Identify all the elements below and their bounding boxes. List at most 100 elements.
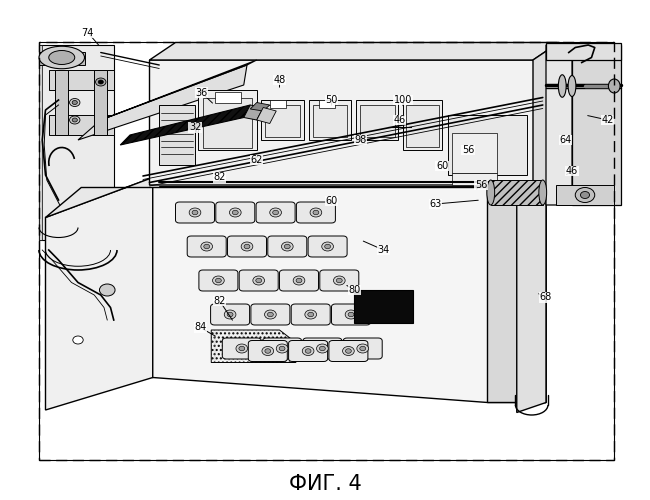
Circle shape [360, 346, 365, 351]
Ellipse shape [49, 50, 75, 64]
Circle shape [343, 346, 354, 356]
Polygon shape [55, 70, 68, 135]
Circle shape [272, 210, 278, 215]
Polygon shape [556, 185, 614, 205]
Circle shape [236, 344, 248, 353]
Bar [198, 90, 257, 150]
Ellipse shape [487, 180, 495, 205]
Polygon shape [257, 108, 276, 124]
Circle shape [317, 344, 328, 353]
Polygon shape [78, 65, 247, 140]
Bar [265, 104, 300, 137]
Circle shape [70, 98, 80, 106]
Text: 60: 60 [326, 196, 337, 206]
Circle shape [265, 349, 271, 354]
FancyBboxPatch shape [176, 202, 214, 223]
Circle shape [98, 80, 103, 84]
Circle shape [281, 242, 293, 251]
Circle shape [239, 346, 245, 351]
Polygon shape [94, 70, 107, 135]
Circle shape [192, 210, 198, 215]
Circle shape [201, 242, 213, 251]
Text: 36: 36 [196, 88, 207, 98]
Ellipse shape [539, 180, 547, 205]
Circle shape [333, 276, 345, 285]
FancyBboxPatch shape [199, 270, 238, 291]
Text: ФИГ. 4: ФИГ. 4 [289, 474, 361, 494]
Circle shape [232, 210, 239, 215]
Text: 100: 100 [394, 95, 412, 105]
Circle shape [72, 100, 77, 104]
FancyBboxPatch shape [343, 338, 382, 359]
Bar [214, 92, 240, 102]
FancyBboxPatch shape [256, 202, 295, 223]
Bar [309, 100, 351, 140]
Circle shape [337, 278, 343, 283]
Circle shape [305, 310, 317, 319]
Ellipse shape [39, 46, 84, 68]
Polygon shape [49, 70, 114, 90]
Circle shape [215, 278, 221, 283]
Bar [452, 132, 497, 172]
Polygon shape [49, 115, 114, 135]
Bar [313, 104, 347, 137]
FancyBboxPatch shape [251, 304, 290, 325]
Polygon shape [546, 45, 572, 205]
Circle shape [204, 244, 210, 249]
Circle shape [285, 244, 290, 249]
Text: 68: 68 [540, 292, 552, 302]
FancyBboxPatch shape [280, 270, 318, 291]
Text: 64: 64 [560, 135, 571, 145]
Text: 63: 63 [430, 199, 441, 209]
FancyBboxPatch shape [289, 340, 328, 361]
Circle shape [70, 116, 80, 124]
FancyBboxPatch shape [216, 202, 255, 223]
Text: 82: 82 [213, 296, 226, 306]
FancyBboxPatch shape [239, 270, 278, 291]
Text: 60: 60 [436, 161, 448, 171]
Circle shape [276, 344, 288, 353]
FancyBboxPatch shape [268, 236, 307, 257]
Polygon shape [120, 105, 250, 145]
Circle shape [213, 276, 224, 285]
FancyBboxPatch shape [332, 304, 370, 325]
FancyBboxPatch shape [308, 236, 347, 257]
Polygon shape [39, 45, 114, 240]
Circle shape [302, 346, 314, 356]
Text: 48: 48 [274, 75, 285, 85]
Bar [354, 290, 413, 322]
Polygon shape [150, 42, 559, 60]
Polygon shape [517, 188, 546, 412]
Circle shape [255, 278, 261, 283]
Polygon shape [572, 45, 621, 205]
Circle shape [241, 242, 253, 251]
Circle shape [270, 208, 281, 217]
Circle shape [322, 242, 333, 251]
FancyBboxPatch shape [248, 340, 287, 361]
Circle shape [73, 336, 83, 344]
Circle shape [72, 118, 77, 122]
Text: 42: 42 [601, 115, 614, 125]
Polygon shape [46, 178, 153, 410]
Bar [261, 100, 304, 140]
Circle shape [189, 208, 201, 217]
FancyBboxPatch shape [296, 202, 335, 223]
Circle shape [305, 349, 311, 354]
FancyBboxPatch shape [227, 236, 266, 257]
Text: 32: 32 [188, 122, 202, 132]
Circle shape [267, 312, 273, 317]
Bar [406, 104, 439, 147]
Bar [403, 100, 442, 150]
Bar [39, 52, 84, 65]
Ellipse shape [568, 76, 576, 96]
Circle shape [262, 346, 274, 356]
Bar [452, 172, 497, 185]
Bar [159, 105, 195, 165]
FancyBboxPatch shape [211, 304, 250, 325]
Polygon shape [150, 60, 546, 185]
Polygon shape [533, 42, 572, 185]
Polygon shape [244, 105, 263, 120]
Circle shape [293, 276, 305, 285]
Circle shape [308, 312, 313, 317]
Text: 80: 80 [348, 285, 360, 295]
